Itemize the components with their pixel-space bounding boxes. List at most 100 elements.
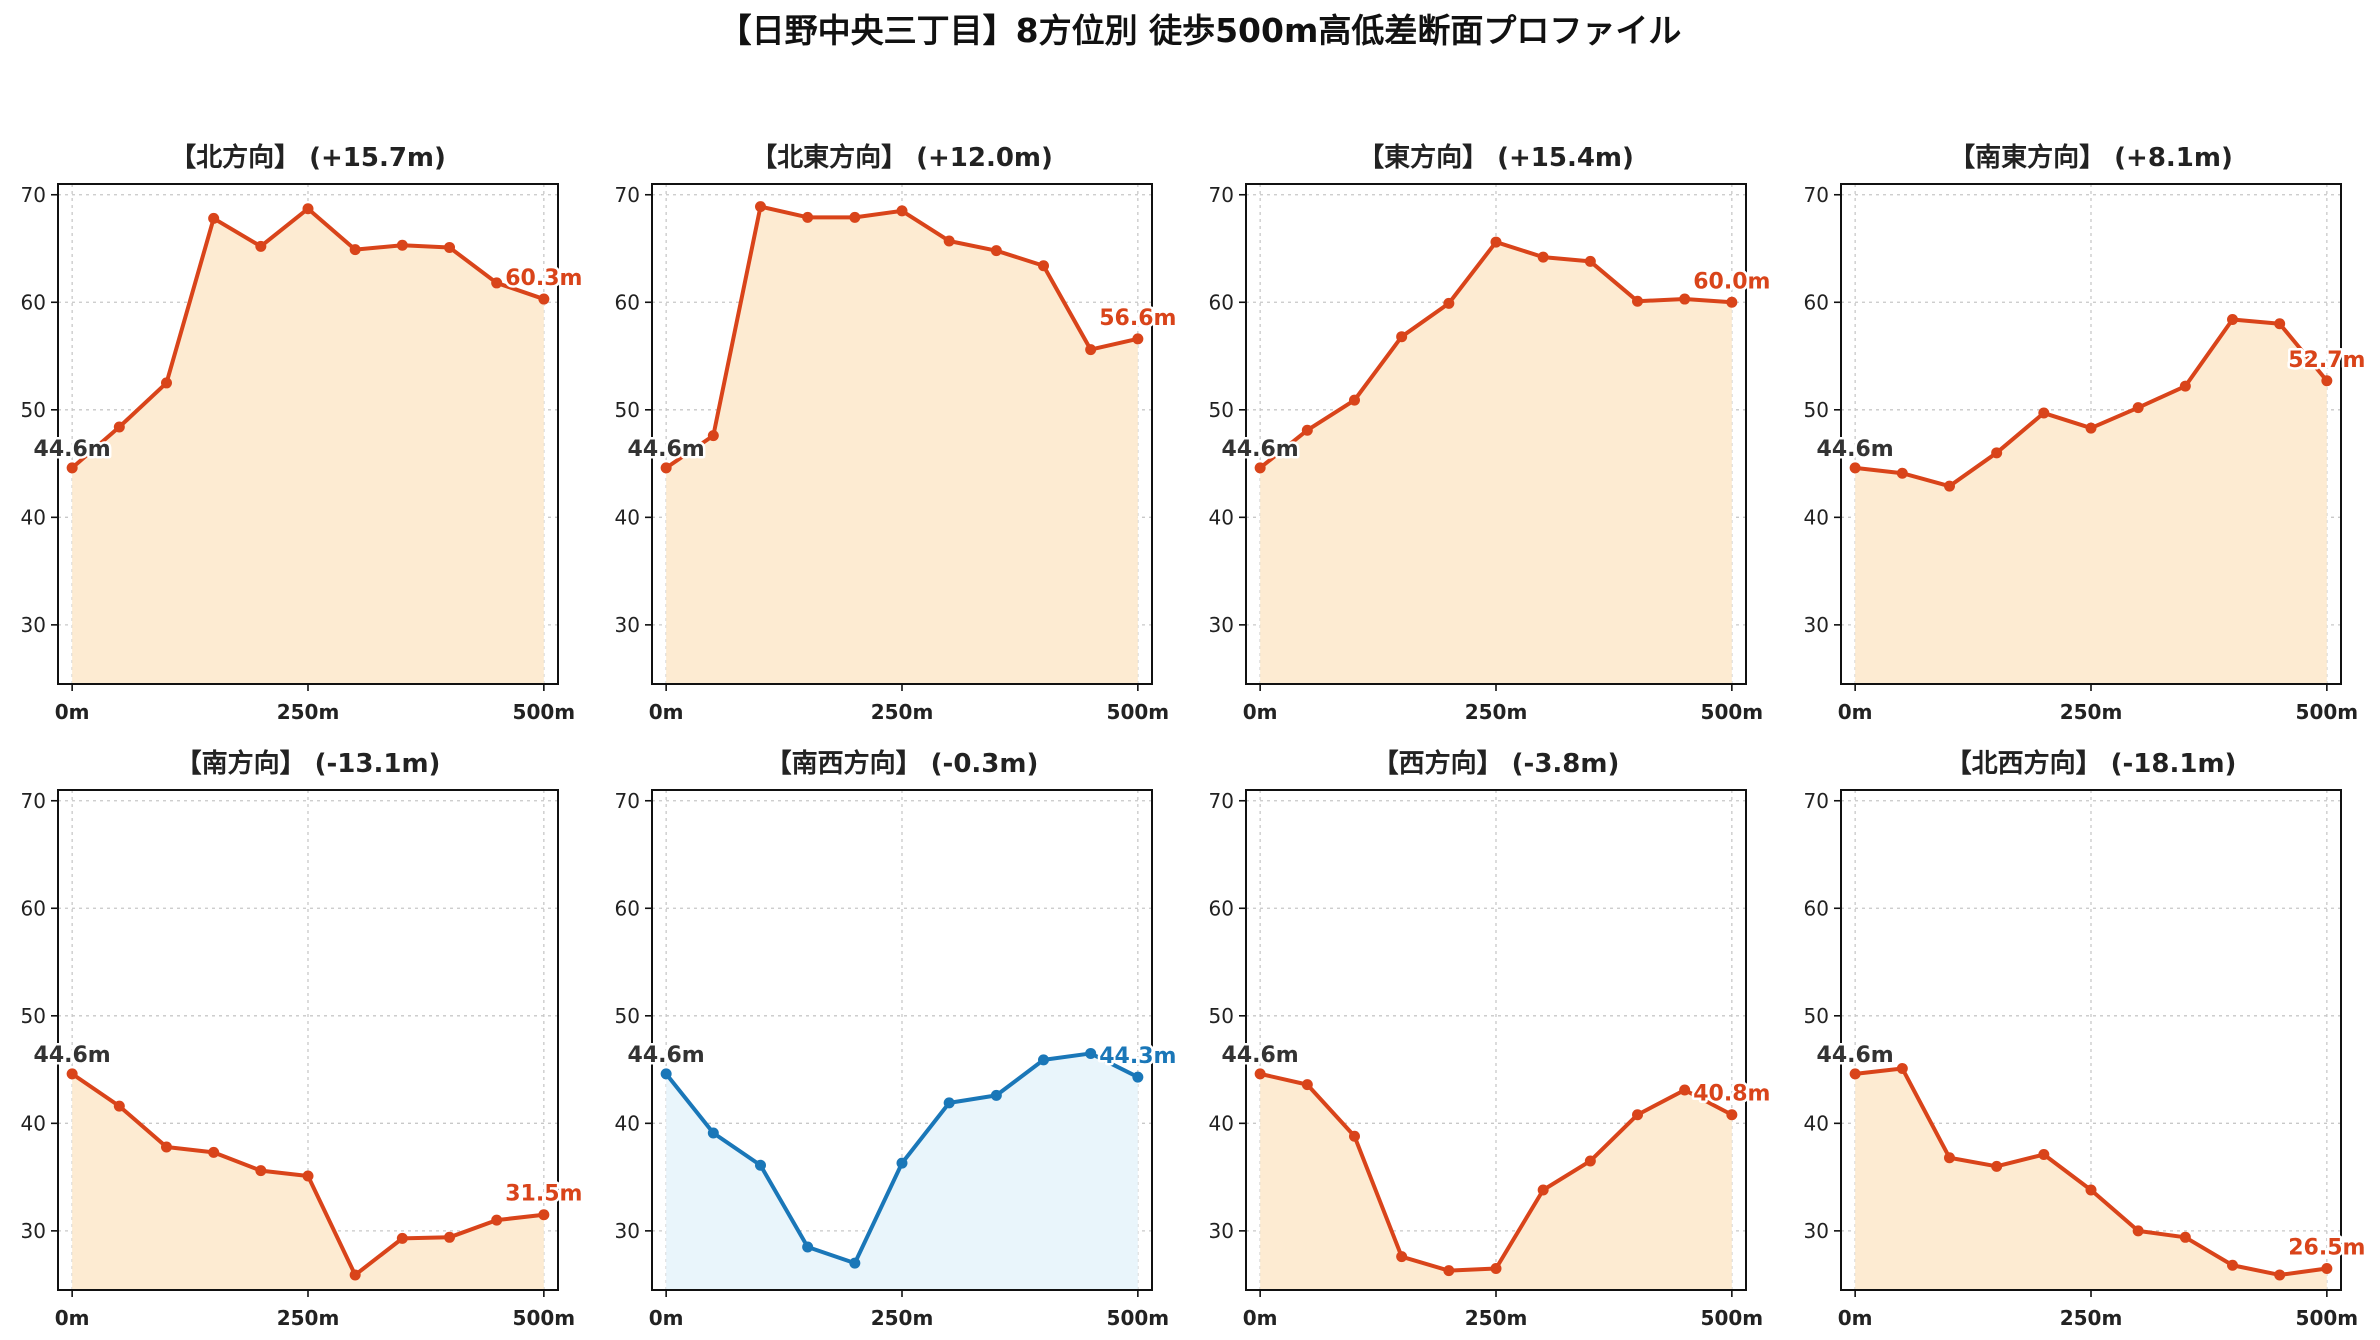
y-tick-label: 30	[21, 613, 46, 637]
data-point	[2227, 1259, 2239, 1271]
data-point	[208, 212, 220, 224]
y-tick-label: 40	[1209, 1111, 1234, 1135]
data-point	[990, 1089, 1002, 1101]
data-point	[396, 239, 408, 251]
data-point	[538, 293, 550, 305]
data-point	[1396, 331, 1408, 343]
data-point	[1679, 1084, 1691, 1096]
x-tick-label: 0m	[1243, 1306, 1278, 1330]
data-point	[1301, 1079, 1313, 1091]
data-point	[943, 1097, 955, 1109]
data-point	[1348, 394, 1360, 406]
data-point	[1301, 424, 1313, 436]
y-tick-label: 30	[615, 1219, 640, 1243]
data-point	[1490, 1262, 1502, 1274]
chart-panel-2: 【北東方向】 (+12.0m) 30 40 50 60 70 0m 250m 500m 44.6m…	[615, 142, 1179, 724]
end-label: 44.3m	[1099, 1044, 1176, 1069]
data-point	[1132, 1071, 1144, 1083]
data-point	[2179, 380, 2191, 392]
y-tick-label: 70	[1804, 183, 1829, 207]
data-point	[255, 1165, 267, 1177]
y-tick-label: 30	[21, 1219, 46, 1243]
data-point	[754, 201, 766, 213]
data-point	[491, 277, 503, 289]
chart-panel-4: 【南東方向】 (+8.1m) 30 40 50 60 70 0m 250m 500m 44.6m 5…	[1804, 142, 2368, 724]
data-point	[1849, 462, 1861, 474]
panel-title: 【南西方向】 (-0.3m)	[766, 748, 1039, 779]
panel-title: 【東方向】 (+15.4m)	[1358, 142, 1634, 173]
data-point	[896, 1157, 908, 1169]
x-tick-label: 0m	[649, 700, 684, 724]
data-point	[160, 377, 172, 389]
end-label: 40.8m	[1693, 1082, 1770, 1107]
data-point	[1254, 462, 1266, 474]
x-tick-label: 250m	[871, 700, 934, 724]
x-tick-label: 250m	[2060, 700, 2123, 724]
data-point	[2085, 422, 2097, 434]
area-fill	[1260, 242, 1732, 684]
y-tick-label: 60	[21, 290, 46, 314]
y-tick-label: 70	[1209, 183, 1234, 207]
y-tick-label: 70	[1804, 789, 1829, 813]
area-fill	[72, 1073, 544, 1290]
data-point	[2227, 313, 2239, 325]
x-tick-label: 500m	[513, 1306, 576, 1330]
data-point	[802, 211, 814, 223]
chart-panel-6: 【南西方向】 (-0.3m) 30 40 50 60 70 0m 250m 500m 44.6m 4…	[615, 748, 1179, 1330]
start-label: 44.6m	[1817, 437, 1894, 462]
data-point	[1943, 1152, 1955, 1164]
data-point	[1085, 344, 1097, 356]
data-point	[2274, 318, 2286, 330]
y-tick-label: 40	[1804, 1111, 1829, 1135]
data-point	[255, 240, 267, 252]
x-tick-label: 0m	[55, 700, 90, 724]
y-tick-label: 40	[21, 1111, 46, 1135]
data-point	[2038, 1149, 2050, 1161]
data-point	[302, 203, 314, 215]
chart-panel-1: 【北方向】 (+15.7m) 30 40 50 60 70 0m 250m 500m 44.6m 6…	[21, 142, 585, 724]
data-point	[754, 1159, 766, 1171]
data-point	[943, 235, 955, 247]
area-fill	[666, 1053, 1138, 1290]
chart-panel-7: 【西方向】 (-3.8m) 30 40 50 60 70 0m 250m 500m 44.6m 40…	[1209, 748, 1773, 1330]
y-tick-label: 70	[615, 789, 640, 813]
data-point	[849, 211, 861, 223]
y-tick-label: 30	[1209, 613, 1234, 637]
data-point	[802, 1241, 814, 1253]
x-tick-label: 250m	[871, 1306, 934, 1330]
x-tick-label: 500m	[2296, 700, 2359, 724]
x-tick-label: 250m	[1465, 700, 1528, 724]
panel-title: 【南東方向】 (+8.1m)	[1949, 142, 2233, 173]
data-point	[444, 241, 456, 253]
data-point	[1254, 1068, 1266, 1080]
data-point	[1443, 1265, 1455, 1277]
y-tick-label: 50	[1804, 1004, 1829, 1028]
data-point	[1632, 295, 1644, 307]
start-label: 44.6m	[1222, 1043, 1299, 1068]
y-tick-label: 50	[1804, 398, 1829, 422]
x-tick-label: 250m	[2060, 1306, 2123, 1330]
data-point	[208, 1146, 220, 1158]
data-point	[349, 244, 361, 256]
data-point	[2321, 375, 2333, 387]
y-tick-label: 40	[21, 505, 46, 529]
start-label: 44.6m	[628, 437, 705, 462]
x-tick-label: 0m	[649, 1306, 684, 1330]
panel-title: 【南方向】 (-13.1m)	[176, 748, 441, 779]
y-tick-label: 60	[615, 896, 640, 920]
end-label: 26.5m	[2288, 1235, 2365, 1260]
panel-title: 【北西方向】 (-18.1m)	[1946, 748, 2237, 779]
data-point	[2085, 1184, 2097, 1196]
y-tick-label: 50	[21, 1004, 46, 1028]
data-point	[2321, 1262, 2333, 1274]
y-tick-label: 50	[615, 398, 640, 422]
y-tick-label: 40	[1804, 505, 1829, 529]
y-tick-label: 50	[1209, 1004, 1234, 1028]
x-tick-label: 0m	[1838, 1306, 1873, 1330]
area-fill	[72, 208, 544, 684]
data-point	[349, 1269, 361, 1281]
data-point	[1943, 480, 1955, 492]
data-point	[491, 1214, 503, 1226]
y-tick-label: 70	[615, 183, 640, 207]
